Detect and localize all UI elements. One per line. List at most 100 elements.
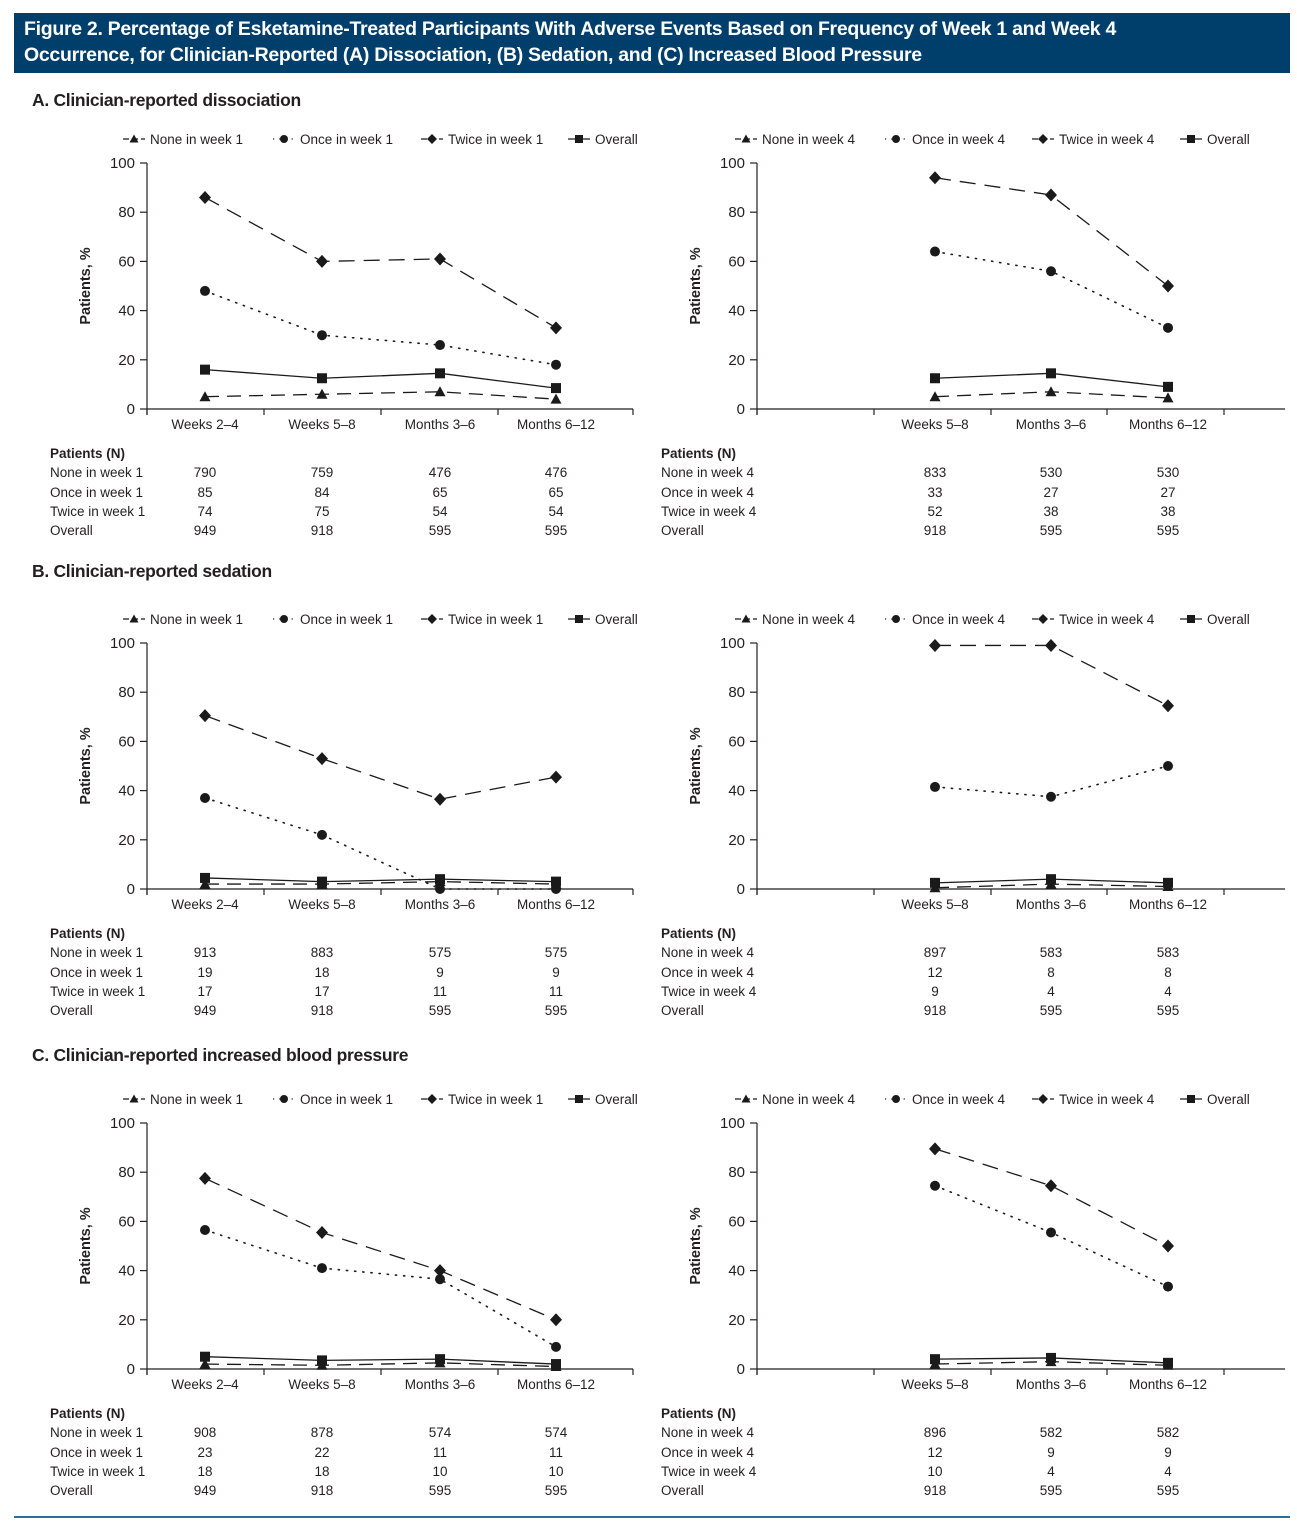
y-tick-label: 80 [728, 204, 745, 221]
series-none-in-week-4 [929, 386, 1174, 403]
cell-value: 759 [310, 465, 334, 481]
cell-value: 575 [544, 945, 568, 961]
data-point-square [317, 876, 327, 887]
data-point-diamond [316, 1225, 328, 1239]
data-point-circle [1163, 322, 1173, 333]
cell-value: 595 [1039, 1003, 1063, 1019]
data-point-square [930, 373, 940, 384]
legend-label: None in week 4 [762, 612, 856, 627]
row-label: None in week 4 [661, 465, 755, 481]
row-label: Once in week 4 [661, 484, 755, 500]
row-label: Once in week 1 [50, 484, 144, 500]
data-point-circle [435, 1274, 445, 1285]
section-title-a: A. Clinician-reported dissociation [32, 90, 301, 110]
cell-value: 19 [197, 964, 213, 980]
series-overall [930, 874, 1173, 888]
cell-value: 595 [428, 1483, 452, 1499]
data-point-circle [1046, 266, 1056, 277]
data-point-circle [200, 792, 210, 803]
cell-value: 595 [428, 523, 452, 539]
section-title-b: B. Clinician-reported sedation [32, 561, 272, 581]
table-heading: Patients (N) [661, 446, 737, 461]
y-tick-label: 40 [728, 1263, 745, 1280]
cell-value: 75 [314, 503, 330, 519]
x-tick-label: Weeks 2–4 [171, 417, 239, 432]
y-tick-label: 80 [118, 684, 135, 701]
data-point-circle [435, 340, 445, 351]
legend-circle-icon [280, 135, 288, 143]
data-point-square [930, 877, 940, 888]
cell-value: 84 [314, 484, 330, 500]
x-tick-label: Weeks 5–8 [288, 1377, 355, 1392]
cell-value: 11 [432, 1444, 447, 1460]
cell-value: 27 [1160, 484, 1176, 500]
x-tick-label: Months 3–6 [405, 417, 476, 432]
table-row: Overall 918 595 595 [661, 1001, 1261, 1020]
data-point-circle [930, 1180, 940, 1191]
data-point-triangle [929, 391, 941, 402]
cell-value: 9 [552, 964, 560, 980]
data-point-square [1046, 368, 1056, 379]
legend-square-icon [575, 615, 583, 623]
cell-value: 54 [432, 503, 448, 519]
x-tick-label: Months 6–12 [517, 897, 595, 912]
cell-value: 833 [923, 465, 947, 481]
chart-b-left: None in week 1 Once in week 1 Twice in wee… [78, 612, 638, 912]
data-point-square [435, 874, 445, 885]
y-tick-label: 60 [118, 253, 135, 270]
y-tick-label: 80 [728, 1164, 745, 1181]
legend-diamond-icon [1038, 134, 1048, 144]
legend-diamond-icon [427, 614, 437, 624]
cell-value: 17 [197, 983, 213, 999]
y-tick-label: 60 [728, 733, 745, 750]
y-tick-label: 20 [118, 1312, 135, 1329]
cell-value: 949 [193, 1003, 217, 1019]
chart-c-right: None in week 4 Once in week 4 Twice in wee… [688, 1092, 1285, 1392]
data-point-diamond [434, 1264, 446, 1278]
cell-value: 595 [1156, 1003, 1180, 1019]
legend-label: Overall [595, 612, 638, 627]
x-tick-label: Months 6–12 [1129, 897, 1207, 912]
series-overall [200, 1351, 561, 1370]
data-point-circle [1163, 761, 1173, 771]
cell-value: 4 [1047, 983, 1055, 999]
data-point-circle [435, 884, 445, 894]
cell-value: 18 [314, 1463, 330, 1479]
x-tick-label: Weeks 2–4 [171, 1377, 239, 1392]
footer-divider [14, 1516, 1290, 1518]
legend-item-circle: Once in week 1 [273, 132, 393, 147]
legend: None in week 4 Once in week 4 Twice in wee… [735, 132, 1250, 147]
legend-square-icon [1187, 135, 1195, 143]
row-label: Overall [661, 1003, 704, 1019]
table-row: None in week 4 833 530 530 [661, 463, 1261, 482]
data-point-square [1163, 1357, 1173, 1368]
cell-value: 918 [310, 523, 334, 539]
table-row: Twice in week 4 52 38 38 [661, 502, 1261, 521]
legend-label: Twice in week 4 [1059, 612, 1155, 627]
legend-triangle-icon [129, 1094, 139, 1103]
legend-label: Twice in week 4 [1059, 1092, 1155, 1107]
cell-value: 38 [1160, 503, 1176, 519]
data-point-triangle [199, 391, 211, 402]
cell-value: 595 [544, 1483, 568, 1499]
legend-item-square: Overall [1180, 612, 1250, 627]
data-point-diamond [316, 752, 328, 766]
data-point-diamond [434, 252, 446, 266]
data-point-diamond [1162, 1239, 1174, 1253]
cell-value: 583 [1039, 945, 1063, 961]
data-point-square [435, 368, 445, 379]
data-point-circle [317, 330, 327, 341]
data-point-triangle [199, 878, 211, 889]
y-tick-label: 0 [127, 881, 135, 898]
data-point-square [435, 1354, 445, 1365]
data-point-square [317, 1355, 327, 1366]
y-tick-label: 20 [728, 1312, 745, 1329]
y-tick-label: 100 [720, 635, 745, 652]
cell-value: 595 [1039, 1483, 1063, 1499]
legend-item-circle: Once in week 1 [273, 1092, 393, 1107]
legend-item-circle: Once in week 4 [885, 612, 1006, 627]
x-tick-label: Months 3–6 [1016, 897, 1087, 912]
data-point-triangle [550, 393, 562, 404]
legend-circle-icon [892, 615, 900, 623]
y-tick-label: 100 [110, 635, 135, 652]
